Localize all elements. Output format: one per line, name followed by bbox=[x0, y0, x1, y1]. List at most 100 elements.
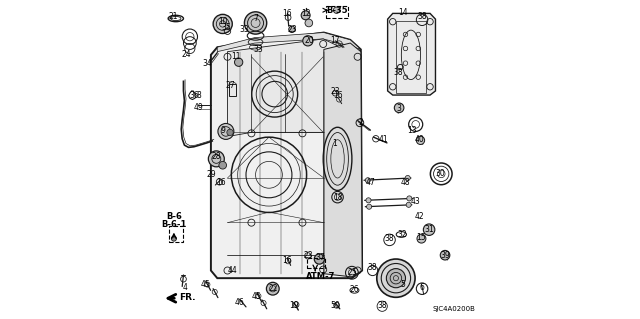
Text: B-6: B-6 bbox=[166, 212, 182, 221]
Text: 23: 23 bbox=[330, 87, 340, 96]
Text: 46: 46 bbox=[235, 298, 244, 307]
Circle shape bbox=[305, 19, 313, 27]
Text: 15: 15 bbox=[417, 233, 426, 242]
Text: 30: 30 bbox=[436, 169, 445, 178]
Text: 28: 28 bbox=[212, 152, 221, 161]
Circle shape bbox=[234, 58, 243, 66]
Text: 41: 41 bbox=[378, 135, 388, 144]
Circle shape bbox=[440, 250, 450, 260]
Text: 22: 22 bbox=[268, 284, 278, 293]
Text: 18: 18 bbox=[333, 193, 342, 202]
Text: 32: 32 bbox=[397, 230, 407, 239]
Text: 31: 31 bbox=[424, 225, 434, 234]
Circle shape bbox=[367, 204, 372, 209]
Circle shape bbox=[172, 236, 177, 241]
Bar bbox=[396, 21, 426, 93]
Circle shape bbox=[301, 11, 310, 20]
Polygon shape bbox=[324, 43, 362, 277]
Text: 20: 20 bbox=[304, 36, 314, 45]
Text: 6: 6 bbox=[420, 283, 424, 292]
Text: 38: 38 bbox=[378, 301, 387, 310]
Text: 17: 17 bbox=[330, 36, 340, 45]
Text: 13: 13 bbox=[408, 126, 417, 135]
Text: 33: 33 bbox=[239, 25, 249, 34]
Circle shape bbox=[423, 224, 435, 235]
Text: 10: 10 bbox=[218, 17, 227, 26]
Text: 42: 42 bbox=[415, 212, 424, 221]
Text: B-6-1: B-6-1 bbox=[161, 220, 187, 229]
Text: 16: 16 bbox=[333, 91, 343, 100]
Text: 34: 34 bbox=[203, 59, 212, 68]
Circle shape bbox=[405, 175, 410, 181]
Circle shape bbox=[209, 151, 224, 167]
Text: 33: 33 bbox=[253, 45, 262, 54]
Text: 38: 38 bbox=[417, 12, 427, 21]
Text: 44: 44 bbox=[227, 266, 237, 275]
Circle shape bbox=[333, 7, 340, 13]
Circle shape bbox=[417, 136, 424, 145]
Circle shape bbox=[407, 196, 412, 201]
Text: 16: 16 bbox=[216, 178, 226, 187]
Text: 23: 23 bbox=[303, 251, 313, 260]
Text: 2: 2 bbox=[358, 118, 364, 127]
Text: 7: 7 bbox=[253, 14, 258, 23]
Text: 16: 16 bbox=[283, 256, 292, 265]
Text: 43: 43 bbox=[410, 197, 420, 206]
Text: 12: 12 bbox=[301, 9, 310, 18]
Circle shape bbox=[219, 161, 227, 169]
Text: 50: 50 bbox=[330, 301, 340, 310]
Circle shape bbox=[314, 254, 324, 264]
Circle shape bbox=[387, 269, 406, 288]
Text: 9: 9 bbox=[220, 126, 225, 135]
Text: 4: 4 bbox=[183, 283, 188, 292]
Text: 49: 49 bbox=[193, 103, 203, 112]
Text: B-35: B-35 bbox=[326, 6, 348, 15]
Text: 19: 19 bbox=[289, 301, 299, 310]
Text: 45: 45 bbox=[201, 280, 211, 289]
Text: 38: 38 bbox=[385, 234, 394, 243]
Polygon shape bbox=[227, 39, 342, 137]
Text: 37: 37 bbox=[316, 253, 326, 262]
Circle shape bbox=[406, 202, 412, 207]
Text: 39: 39 bbox=[440, 251, 450, 260]
Circle shape bbox=[218, 123, 234, 139]
Text: 5: 5 bbox=[400, 280, 404, 289]
Text: 23: 23 bbox=[287, 25, 297, 34]
Circle shape bbox=[213, 14, 232, 33]
Text: 38: 38 bbox=[394, 68, 403, 77]
Text: 8: 8 bbox=[196, 91, 201, 100]
Bar bbox=[229, 84, 236, 96]
Text: 38: 38 bbox=[368, 263, 378, 272]
Text: 26: 26 bbox=[349, 285, 359, 294]
Text: 29: 29 bbox=[206, 170, 216, 179]
Circle shape bbox=[365, 178, 371, 183]
Text: 47: 47 bbox=[365, 178, 375, 187]
Text: 40: 40 bbox=[415, 135, 424, 144]
Circle shape bbox=[303, 36, 313, 46]
Text: 16: 16 bbox=[283, 9, 292, 18]
Text: ATM-7: ATM-7 bbox=[306, 272, 335, 281]
Circle shape bbox=[244, 12, 267, 34]
Circle shape bbox=[289, 26, 295, 33]
Circle shape bbox=[394, 103, 404, 113]
Text: 45: 45 bbox=[252, 292, 262, 300]
Polygon shape bbox=[218, 33, 361, 52]
Polygon shape bbox=[388, 13, 435, 95]
Text: 27: 27 bbox=[226, 81, 236, 90]
Text: SJC4A0200B: SJC4A0200B bbox=[433, 306, 476, 312]
Text: 36: 36 bbox=[189, 91, 199, 100]
Circle shape bbox=[266, 282, 279, 295]
Text: 24: 24 bbox=[182, 50, 191, 59]
Text: 3: 3 bbox=[397, 104, 401, 113]
Text: 35: 35 bbox=[221, 23, 231, 32]
Text: 1: 1 bbox=[332, 139, 337, 148]
Text: 14: 14 bbox=[398, 8, 408, 17]
Polygon shape bbox=[211, 33, 362, 278]
Circle shape bbox=[377, 259, 415, 297]
Circle shape bbox=[417, 234, 426, 243]
Circle shape bbox=[227, 129, 233, 136]
Text: FR.: FR. bbox=[179, 293, 195, 302]
Circle shape bbox=[366, 198, 371, 203]
Text: 48: 48 bbox=[401, 178, 410, 187]
Text: 25: 25 bbox=[347, 268, 356, 277]
